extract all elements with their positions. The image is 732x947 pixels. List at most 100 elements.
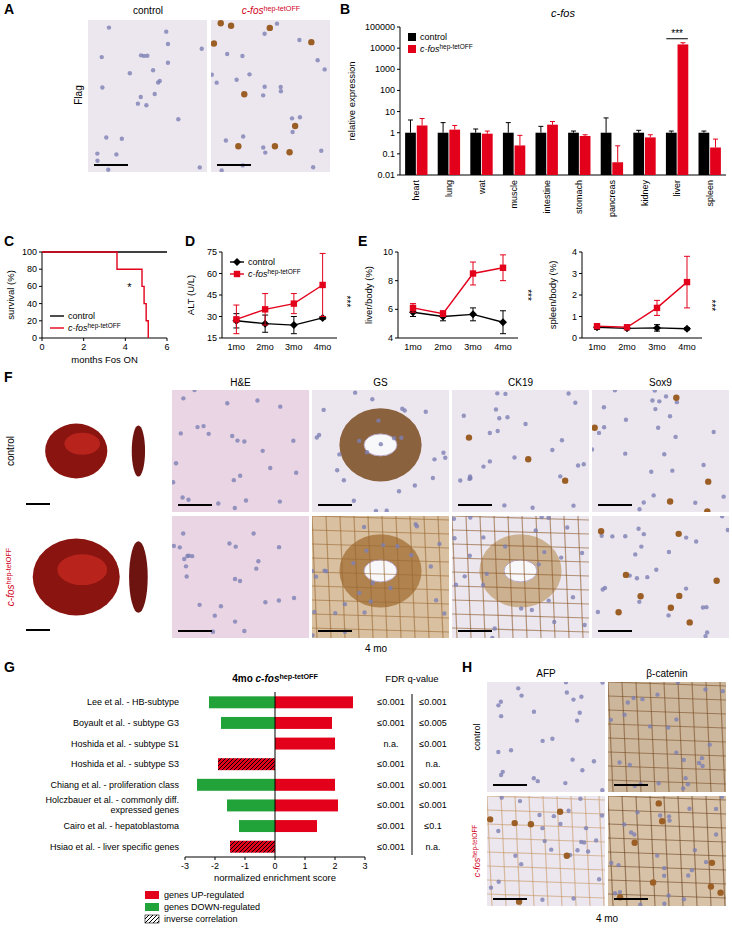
membrane: [452, 530, 589, 534]
caption: 4 mo: [596, 913, 619, 924]
y-tick: [397, 48, 400, 49]
nucleus: [230, 434, 234, 438]
nucleus: [518, 799, 522, 803]
stained-nucleus: [487, 816, 493, 822]
x-tick-label: 0: [272, 861, 277, 871]
x-tick: [305, 857, 306, 860]
image-tile: [487, 796, 605, 906]
x-tick-label: 2mo: [434, 342, 452, 352]
nucleus: [592, 759, 596, 763]
nucleus: [628, 763, 632, 767]
nucleus: [519, 862, 523, 866]
nucleus: [653, 390, 657, 393]
nucleus: [458, 478, 462, 482]
membrane: [326, 516, 331, 638]
nucleus: [534, 528, 538, 532]
membrane: [501, 796, 506, 906]
nucleus: [294, 471, 298, 475]
column-label: control: [133, 5, 163, 16]
nucleus: [488, 431, 492, 435]
nucleus: [636, 527, 640, 531]
nucleus: [613, 891, 617, 895]
nucleus: [242, 439, 246, 443]
stained-nucleus: [466, 434, 472, 440]
nucleus: [565, 690, 569, 694]
membrane: [487, 894, 605, 898]
nucleus: [362, 610, 366, 614]
nucleus: [600, 788, 604, 792]
nucleus: [509, 748, 513, 752]
nucleus: [700, 756, 704, 760]
nucleus: [184, 574, 188, 578]
legend-label: c-foshep-tetOFF: [248, 268, 301, 279]
nucleus: [566, 808, 570, 812]
nucleus: [342, 478, 346, 482]
x-tick-label: 0: [39, 342, 44, 352]
stained-nucleus: [659, 818, 665, 824]
membrane: [312, 586, 449, 590]
nucleus: [536, 779, 540, 783]
scale-bar: [614, 784, 648, 786]
image-tile: [608, 796, 726, 906]
text-part: hep-tetOFF: [4, 547, 13, 584]
image-bg: [487, 796, 605, 906]
vessel: [364, 560, 397, 582]
nucleus: [495, 391, 499, 395]
y-tick: [395, 338, 398, 339]
nucleus: [512, 455, 516, 459]
legend-label: control: [248, 257, 275, 267]
nucleus: [481, 535, 485, 539]
image-bg: [172, 390, 309, 512]
x-tick: [275, 857, 276, 860]
bar: [612, 162, 623, 175]
nucleus: [571, 896, 575, 900]
nucleus: [179, 431, 183, 435]
nucleus: [622, 822, 626, 826]
nucleus: [181, 531, 185, 535]
stained-nucleus: [267, 25, 273, 31]
nucleus: [251, 531, 255, 535]
error-bar: [470, 262, 476, 285]
caption: 4 mo: [365, 643, 388, 654]
legend-label: genes DOWN-regulated: [164, 902, 260, 912]
fdr-value: ≤0.001: [419, 800, 446, 810]
nucleus: [142, 54, 146, 58]
y-tick: [395, 252, 398, 253]
nucleus: [633, 552, 637, 556]
nucleus: [219, 604, 223, 608]
bar: [710, 147, 721, 175]
y-tick: [397, 90, 400, 91]
membrane: [608, 780, 726, 784]
nucleus: [166, 42, 170, 46]
y-tick-label: 0.01: [377, 170, 395, 180]
bar: [438, 133, 449, 175]
panel-label: A: [4, 1, 14, 17]
nucleus: [530, 608, 534, 612]
stained-nucleus: [557, 808, 563, 814]
y-tick-label: 1000: [375, 64, 395, 74]
legend-marker: [234, 271, 240, 277]
image-bg: [20, 516, 168, 638]
marker: [623, 324, 631, 332]
nucleus: [686, 873, 690, 877]
legend-swatch: [408, 33, 416, 41]
nucleus: [645, 575, 649, 579]
stained-nucleus: [668, 605, 674, 611]
y-tick-label: 30: [207, 312, 217, 322]
scale-bar: [493, 784, 527, 786]
nucleus: [558, 822, 562, 826]
nucleus: [726, 528, 729, 532]
text-part: hep-tetOFF: [279, 672, 318, 681]
nucleus: [532, 776, 536, 780]
nucleus: [357, 439, 361, 443]
x-tick-label: -3: [181, 861, 189, 871]
membrane: [368, 516, 373, 638]
nucleus: [656, 781, 660, 785]
nucleus: [642, 532, 646, 536]
legend-swatch: [145, 891, 159, 899]
marker: [684, 279, 690, 285]
stained-nucleus: [598, 528, 604, 534]
nucleus: [666, 613, 670, 617]
y-tick: [39, 320, 42, 321]
nucleus: [100, 55, 104, 59]
